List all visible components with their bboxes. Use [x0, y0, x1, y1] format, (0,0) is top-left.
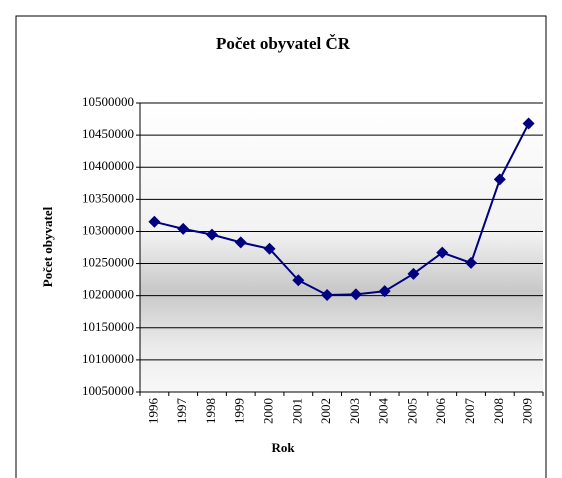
x-tick-label: 1996: [145, 398, 160, 425]
data-point: [263, 242, 276, 255]
x-tick-label: 2007: [462, 398, 477, 425]
data-point: [177, 222, 190, 235]
data-point: [522, 117, 535, 130]
x-tick-label: 2008: [491, 398, 506, 424]
x-tick-label: 2001: [289, 398, 304, 424]
x-tick-label: 1998: [203, 398, 218, 424]
data-point: [436, 246, 449, 259]
x-axis-title: Rok: [271, 440, 295, 455]
data-point: [349, 288, 362, 301]
x-tick-label: 2005: [404, 398, 419, 424]
x-tick-label: 2006: [433, 398, 448, 425]
x-tick-label: 2002: [318, 398, 333, 424]
y-tick-label: 10500000: [82, 94, 134, 109]
data-point: [378, 285, 391, 298]
plot-area: [140, 103, 543, 392]
y-tick-label: 10250000: [82, 255, 134, 270]
y-tick-label: 10150000: [82, 319, 134, 334]
y-tick-label: 10400000: [82, 158, 134, 173]
data-point: [148, 215, 161, 228]
y-axis-title: Počet obyvatel: [40, 206, 55, 287]
x-tick-label: 1999: [232, 398, 247, 424]
x-tick-label: 1997: [174, 398, 189, 425]
y-tick-label: 10350000: [82, 190, 134, 205]
y-tick-label: 10300000: [82, 222, 134, 237]
data-point: [234, 236, 247, 249]
y-tick-label: 10200000: [82, 287, 134, 302]
y-tick-label: 10050000: [82, 383, 134, 398]
x-tick-label: 2009: [520, 398, 535, 424]
data-point: [321, 289, 334, 302]
data-point: [292, 274, 305, 287]
data-point: [205, 228, 218, 241]
data-point: [407, 267, 420, 280]
y-tick-label: 10450000: [82, 126, 134, 141]
x-tick-label: 2004: [376, 398, 391, 425]
x-tick-label: 2003: [347, 398, 362, 424]
data-line: [154, 123, 530, 297]
chart-title: Počet obyvatel ČR: [216, 34, 351, 53]
x-tick-label: 2000: [261, 398, 276, 424]
chart-frame: [15, 15, 547, 478]
y-tick-label: 10100000: [82, 351, 134, 366]
data-point: [493, 173, 506, 186]
data-point: [465, 256, 478, 269]
